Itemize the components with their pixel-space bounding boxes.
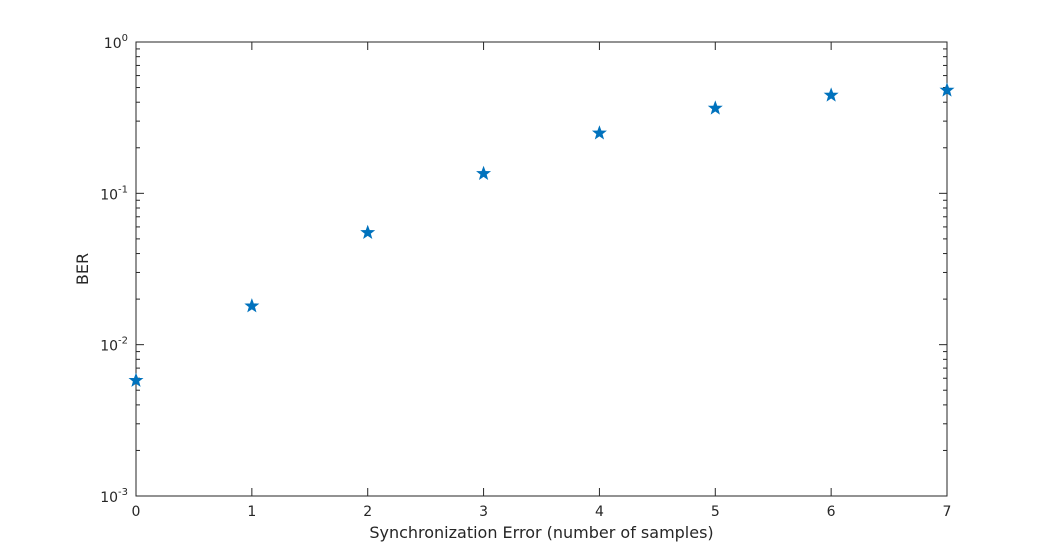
data-markers — [128, 82, 955, 387]
x-tick-label: 0 — [132, 504, 141, 520]
data-point — [476, 165, 492, 180]
y-tick-label: 10-3 — [100, 487, 128, 506]
y-tick-label: 10-1 — [100, 184, 128, 203]
plot-area-frame — [135, 41, 948, 497]
data-point — [244, 298, 260, 313]
plot-background — [136, 42, 947, 496]
x-tick-label: 1 — [247, 504, 256, 520]
x-tick-label: 6 — [827, 504, 836, 520]
x-tick-label: 2 — [363, 504, 372, 520]
data-point — [707, 100, 723, 115]
x-tick-label: 5 — [711, 504, 720, 520]
y-axis-label: BER — [73, 253, 92, 285]
data-point — [823, 87, 839, 102]
x-axis-label: Synchronization Error (number of samples… — [369, 523, 713, 542]
y-tick-label: 100 — [104, 33, 128, 52]
data-point — [591, 125, 607, 140]
x-tick-label: 7 — [943, 504, 952, 520]
x-axis-ticks: 0 1 2 3 4 5 6 7 — [132, 42, 952, 520]
data-point — [939, 82, 955, 97]
x-tick-label: 3 — [479, 504, 488, 520]
data-point — [360, 224, 376, 239]
x-tick-label: 4 — [595, 504, 604, 520]
y-tick-label: 10-2 — [100, 336, 128, 355]
y-axis-ticks: 10-3 10-2 10-1 100 — [100, 33, 947, 506]
data-point — [128, 372, 144, 387]
